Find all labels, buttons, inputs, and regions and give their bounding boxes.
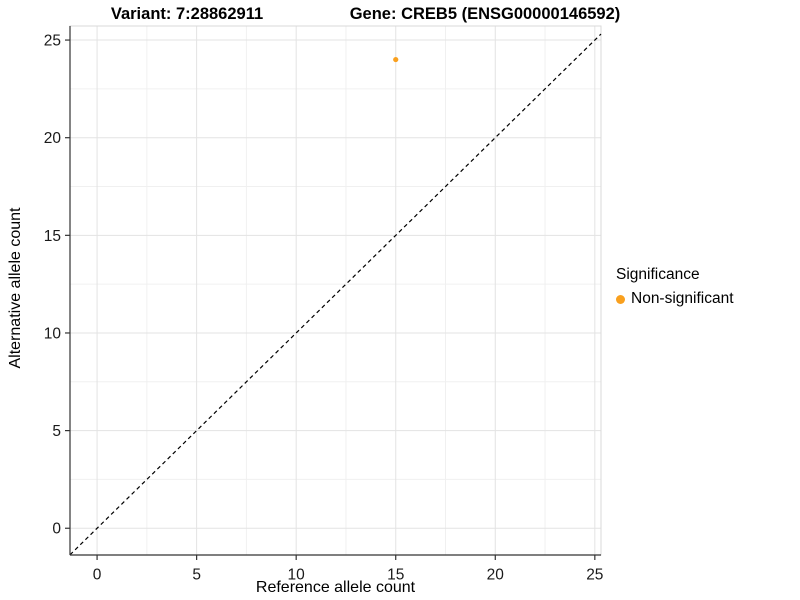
panel-background bbox=[70, 26, 601, 555]
axis-tick-labels: 0 5 10 15 20 25 0 5 10 15 20 25 bbox=[44, 32, 604, 583]
major-gridlines bbox=[70, 26, 601, 555]
x-tick-label: 25 bbox=[586, 566, 603, 583]
y-tick-label: 20 bbox=[44, 130, 62, 147]
y-tick-label: 10 bbox=[44, 325, 62, 342]
x-tick-label: 10 bbox=[288, 566, 306, 583]
axis-lines bbox=[69, 26, 601, 556]
variant-title: Variant: 7:28862911 bbox=[110, 5, 264, 23]
axis-ticks bbox=[65, 39, 596, 560]
y-tick-label: 0 bbox=[52, 521, 61, 538]
y-tick-label: 15 bbox=[44, 228, 61, 245]
minor-gridlines bbox=[70, 26, 601, 555]
y-tick-label: 5 bbox=[52, 423, 61, 440]
legend-item: Non-significant bbox=[616, 290, 734, 308]
y-axis-title: Alternative allele count bbox=[7, 207, 24, 369]
legend: Significance Non-significant bbox=[616, 266, 734, 308]
x-tick-label: 20 bbox=[487, 566, 505, 583]
data-points bbox=[393, 56, 399, 63]
data-point bbox=[393, 56, 399, 63]
legend-point-icon bbox=[616, 294, 625, 304]
x-tick-label: 15 bbox=[387, 566, 404, 583]
legend-item-label: Non-significant bbox=[631, 290, 734, 307]
y-tick-label: 25 bbox=[44, 32, 61, 49]
diagonal-reference-line bbox=[69, 33, 602, 556]
x-axis-title: Reference allele count bbox=[255, 579, 416, 596]
gene-title: Gene: CREB5 (ENSG00000146592) bbox=[349, 5, 621, 23]
x-tick-label: 0 bbox=[93, 566, 102, 583]
x-tick-label: 5 bbox=[192, 566, 201, 583]
legend-title: Significance bbox=[616, 266, 700, 283]
